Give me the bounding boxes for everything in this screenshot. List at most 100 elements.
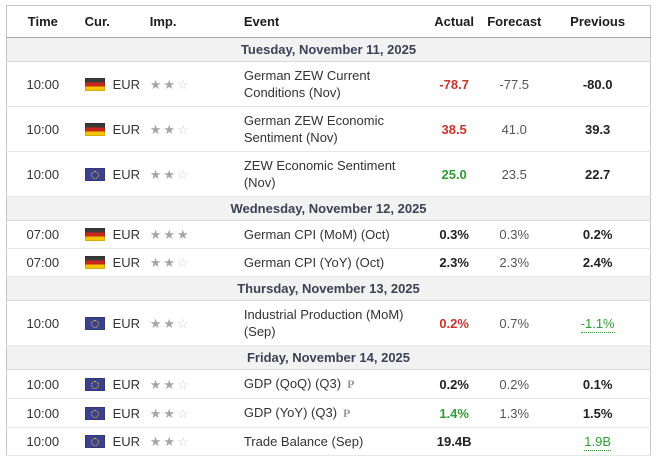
importance-stars: ★★☆ [144, 369, 235, 399]
star-filled-icon: ★ [163, 255, 178, 270]
event-link[interactable]: GDP (QoQ) (Q3) [243, 376, 342, 391]
forecast-value: 0.7% [483, 300, 546, 346]
event-cell: German ZEW Current Conditions (Nov) [234, 61, 426, 107]
column-header-previous: Previous [545, 5, 651, 38]
event-time: 10:00 [6, 151, 79, 197]
forecast-value: 1.3% [483, 398, 546, 428]
event-row: 10:00 EUR ★★☆ Trade Balance (Sep) 19.4B … [6, 427, 651, 456]
previous-value-revised[interactable]: 1.9B [584, 434, 612, 451]
importance-stars: ★★☆ [144, 398, 235, 428]
event-link[interactable]: German CPI (YoY) (Oct) [243, 255, 385, 270]
eu-flag-icon [84, 377, 105, 391]
event-link[interactable]: German CPI (MoM) (Oct) [243, 227, 390, 242]
star-filled-icon: ★ [149, 166, 164, 182]
event-link[interactable]: German ZEW Current Conditions (Nov) [243, 68, 371, 100]
germany-flag-icon [84, 256, 105, 269]
event-row: 10:00 EUR ★★☆ ZEW Economic Sentiment (No… [6, 151, 651, 197]
economic-calendar-table: Time Cur. Imp. Event Actual Forecast Pre… [6, 5, 651, 456]
event-time: 10:00 [6, 300, 79, 346]
previous-cell: 2.4% [545, 248, 651, 277]
currency-code: EUR [112, 405, 141, 421]
event-time: 07:00 [6, 220, 79, 249]
importance-stars: ★★☆ [144, 300, 235, 346]
event-currency-cell: EUR [78, 220, 145, 249]
star-empty-icon: ☆ [177, 434, 191, 449]
star-filled-icon: ★ [163, 227, 178, 242]
actual-value: 0.2% [425, 369, 484, 399]
star-filled-icon: ★ [149, 434, 164, 449]
event-currency-cell: EUR [78, 427, 145, 456]
previous-cell: 0.2% [545, 220, 651, 249]
previous-cell: 39.3 [545, 106, 651, 152]
event-currency-cell: EUR [78, 151, 145, 197]
actual-value: 1.4% [425, 398, 484, 428]
column-header-forecast: Forecast [483, 5, 546, 38]
star-filled-icon: ★ [149, 405, 164, 421]
date-header-label: Friday, November 14, 2025 [6, 345, 651, 370]
previous-value-revised[interactable]: -1.1% [580, 315, 615, 333]
previous-cell: -1.1% [545, 300, 651, 346]
star-empty-icon: ☆ [177, 166, 191, 182]
event-row: 10:00 EUR ★★☆ GDP (YoY) (Q3) P 1.4% 1.3% … [6, 398, 651, 428]
event-cell: ZEW Economic Sentiment (Nov) [234, 151, 426, 197]
eu-flag-icon [84, 167, 105, 181]
event-cell: Industrial Production (MoM) (Sep) [234, 300, 426, 346]
event-row: 07:00 EUR ★★☆ German CPI (YoY) (Oct) 2.3… [6, 248, 651, 277]
event-row: 07:00 EUR ★★★ German CPI (MoM) (Oct) 0.3… [6, 220, 651, 249]
germany-flag-icon [84, 77, 105, 91]
star-filled-icon: ★ [149, 121, 164, 137]
star-filled-icon: ★ [149, 376, 164, 392]
preliminary-icon: P [343, 406, 351, 420]
column-header-currency: Cur. [78, 5, 145, 38]
currency-code: EUR [112, 376, 141, 392]
event-link[interactable]: GDP (YoY) (Q3) [243, 405, 338, 420]
actual-value: 2.3% [425, 248, 484, 277]
previous-cell: 0.1% [545, 369, 651, 399]
date-header-row: Friday, November 14, 2025 [6, 345, 651, 370]
star-filled-icon: ★ [163, 315, 178, 331]
forecast-value: 0.3% [483, 220, 546, 249]
previous-value: -80.0 [582, 76, 613, 92]
star-empty-icon: ☆ [177, 121, 191, 137]
event-row: 10:00 EUR ★★☆ GDP (QoQ) (Q3) P 0.2% 0.2% … [6, 369, 651, 399]
star-filled-icon: ★ [177, 227, 191, 242]
star-empty-icon: ☆ [177, 315, 191, 331]
event-cell: German ZEW Economic Sentiment (Nov) [234, 106, 426, 152]
star-filled-icon: ★ [149, 315, 164, 331]
importance-stars: ★★☆ [144, 106, 235, 152]
event-cell: German CPI (YoY) (Oct) [234, 248, 426, 277]
event-row: 10:00 EUR ★★☆ German ZEW Current Conditi… [6, 61, 651, 107]
forecast-value [483, 427, 546, 456]
germany-flag-icon [84, 228, 105, 241]
column-header-importance: Imp. [144, 5, 235, 38]
event-time: 10:00 [6, 427, 79, 456]
event-row: 10:00 EUR ★★☆ Industrial Production (MoM… [6, 300, 651, 346]
event-link[interactable]: Trade Balance (Sep) [243, 434, 364, 449]
event-currency-cell: EUR [78, 300, 145, 346]
date-header-label: Tuesday, November 11, 2025 [6, 37, 651, 62]
actual-value: 0.2% [425, 300, 484, 346]
actual-value: 19.4B [425, 427, 484, 456]
event-link[interactable]: ZEW Economic Sentiment (Nov) [243, 158, 396, 190]
actual-value: 0.3% [425, 220, 484, 249]
previous-value: 39.3 [584, 121, 611, 137]
actual-value: 25.0 [425, 151, 484, 197]
forecast-value: 41.0 [483, 106, 546, 152]
currency-code: EUR [112, 227, 141, 242]
event-link[interactable]: German ZEW Economic Sentiment (Nov) [243, 113, 384, 145]
forecast-value: 2.3% [483, 248, 546, 277]
germany-flag-icon [84, 122, 105, 136]
date-header-label: Wednesday, November 12, 2025 [6, 196, 651, 221]
event-time: 10:00 [6, 398, 79, 428]
previous-value: 0.1% [582, 376, 613, 392]
event-link[interactable]: Industrial Production (MoM) (Sep) [243, 307, 404, 339]
forecast-value: 0.2% [483, 369, 546, 399]
event-currency-cell: EUR [78, 369, 145, 399]
eu-flag-icon [84, 435, 105, 448]
star-filled-icon: ★ [163, 376, 178, 392]
star-filled-icon: ★ [149, 227, 164, 242]
event-cell: GDP (YoY) (Q3) P [234, 398, 426, 428]
currency-code: EUR [112, 255, 141, 270]
eu-flag-icon [84, 316, 105, 330]
calendar-body: Tuesday, November 11, 2025 10:00 EUR ★★☆… [6, 37, 651, 456]
